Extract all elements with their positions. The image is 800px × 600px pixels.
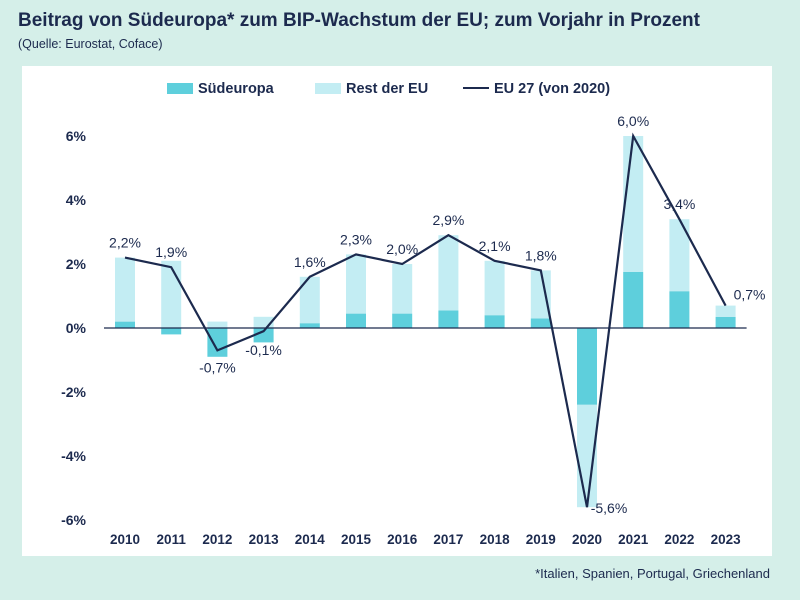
data-label-2012: -0,7% [199, 359, 236, 375]
x-tick-label: 2013 [249, 532, 280, 547]
bar-rest-der-eu [346, 254, 366, 314]
data-label-2020: -5,6% [591, 500, 628, 516]
data-label-2014: 1,6% [294, 254, 326, 270]
bar-suedeuropa [715, 316, 736, 328]
bar-suedeuropa [161, 328, 182, 335]
bar-suedeuropa [438, 310, 459, 328]
bar-suedeuropa [253, 328, 274, 343]
y-tick-label: 0% [66, 320, 87, 336]
y-tick-label: -6% [61, 512, 86, 528]
bar-rest-der-eu [669, 219, 690, 292]
bar-suedeuropa [669, 291, 690, 328]
x-tick-label: 2023 [711, 532, 742, 547]
gdp-growth-chart: Südeuropa Rest der EU EU 27 (von 2020) 6% 4%… [61, 81, 766, 547]
bar-suedeuropa [115, 321, 135, 328]
bar-rest-der-eu [623, 136, 644, 272]
y-tick-label: 2% [66, 256, 87, 272]
legend-swatch-suedeuropa [167, 83, 193, 94]
data-label-2013: -0,1% [245, 342, 282, 358]
x-tick-label: 2014 [295, 532, 326, 547]
bar-suedeuropa [207, 328, 228, 357]
bar-suedeuropa [299, 323, 320, 328]
bar-rest-der-eu [253, 316, 274, 328]
data-label-2023: 0,7% [734, 287, 766, 303]
bar-suedeuropa [530, 318, 551, 328]
data-label-2017: 2,9% [432, 212, 464, 228]
bar-suedeuropa [346, 313, 366, 328]
x-tick-label: 2019 [526, 532, 556, 547]
x-tick-label: 2012 [202, 532, 232, 547]
chart-title: Beitrag von Südeuropa* zum BIP-Wachstum … [18, 10, 700, 31]
x-tick-label: 2022 [664, 532, 694, 547]
bar-rest-der-eu [299, 276, 320, 324]
data-label-2011: 1,9% [155, 244, 187, 260]
x-tick-label: 2015 [341, 532, 372, 547]
y-tick-label: 6% [66, 128, 87, 144]
legend-swatch-rest-der-eu [315, 83, 341, 94]
data-label-2021: 6,0% [617, 113, 649, 129]
legend-label-eu27: EU 27 (von 2020) [494, 81, 610, 97]
footnote: *Italien, Spanien, Portugal, Griechenlan… [535, 566, 770, 581]
bar-suedeuropa [623, 272, 644, 328]
bar-rest-der-eu [715, 305, 736, 317]
bar-suedeuropa [392, 313, 413, 328]
bar-rest-der-eu [161, 260, 182, 328]
bar-rest-der-eu [484, 260, 505, 316]
x-tick-label: 2021 [618, 532, 649, 547]
y-tick-label: -4% [61, 448, 86, 464]
data-label-2010: 2,2% [109, 235, 141, 251]
x-tick-label: 2018 [480, 532, 511, 547]
line-eu27 [124, 132, 727, 508]
x-tick-label: 2011 [157, 532, 187, 547]
y-tick-label: 4% [66, 192, 87, 208]
x-tick-label: 2010 [110, 532, 140, 547]
x-tick-label: 2016 [387, 532, 418, 547]
chart-panel: Südeuropa Rest der EU EU 27 (von 2020) 6% 4%… [22, 66, 772, 556]
bar-rest-der-eu [392, 264, 413, 314]
x-tick-label: 2017 [433, 532, 463, 547]
bar-suedeuropa [484, 315, 505, 328]
bar-rest-der-eu [207, 321, 228, 328]
data-label-2018: 2,1% [479, 238, 511, 254]
bar-rest-der-eu [115, 257, 135, 322]
bar-rest-der-eu [530, 270, 551, 319]
bar-suedeuropa [577, 328, 597, 405]
x-tick-label: 2020 [572, 532, 602, 547]
bar-rest-der-eu [438, 235, 459, 311]
data-label-2022: 3,4% [663, 196, 695, 212]
data-label-2015: 2,3% [340, 231, 372, 247]
y-tick-label: -2% [61, 384, 86, 400]
data-label-2016: 2,0% [386, 241, 418, 257]
chart-source: (Quelle: Eurostat, Coface) [18, 37, 163, 51]
legend-label-rest-der-eu: Rest der EU [346, 81, 428, 97]
data-label-2019: 1,8% [525, 247, 557, 263]
legend-label-suedeuropa: Südeuropa [198, 81, 275, 97]
